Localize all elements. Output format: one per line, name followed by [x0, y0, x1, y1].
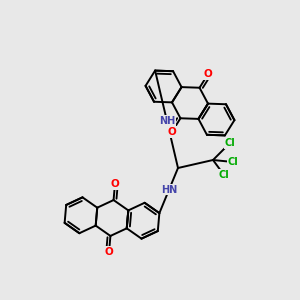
- Text: Cl: Cl: [225, 138, 236, 148]
- Text: O: O: [111, 179, 119, 189]
- Text: O: O: [167, 127, 176, 137]
- Text: HN: HN: [161, 185, 177, 195]
- Text: NH: NH: [159, 116, 175, 126]
- Text: O: O: [204, 69, 212, 79]
- Text: Cl: Cl: [228, 157, 238, 167]
- Text: O: O: [105, 247, 113, 257]
- Text: Cl: Cl: [219, 170, 230, 180]
